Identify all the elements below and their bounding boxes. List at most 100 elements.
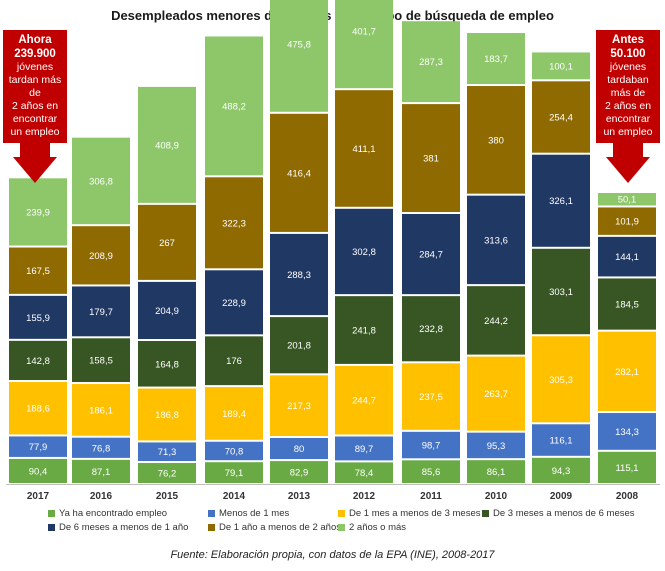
callout-now-arrow-stem	[20, 143, 50, 157]
bar-2012-2-anos-o-mas	[335, 0, 393, 89]
bar-2008-de-1-mes-a-menos-de-3-meses	[598, 331, 656, 412]
data-label-2017-de-6-meses-a-menos-de-1-ano: 155,9	[26, 313, 50, 324]
bar-2015-2-anos-o-mas	[138, 86, 196, 203]
bar-2008-ya-ha-encontrado-empleo	[598, 451, 656, 483]
bar-2015-menos-de-1-mes	[138, 442, 196, 462]
data-label-2010-de-6-meses-a-menos-de-1-ano: 313,6	[484, 235, 508, 246]
data-label-2015-menos-de-1-mes: 71,3	[158, 447, 177, 458]
bar-2013-de-6-meses-a-menos-de-1-ano	[270, 233, 328, 316]
data-label-2011-de-1-mes-a-menos-de-3-meses: 237,5	[419, 392, 443, 403]
data-label-2013-de-6-meses-a-menos-de-1-ano: 288,3	[287, 270, 311, 281]
data-label-2011-menos-de-1-mes: 98,7	[422, 441, 441, 452]
callout-before-box: Antes 50.100 jóvenes tardaban más de 2 a…	[596, 30, 660, 143]
data-label-2013-ya-ha-encontrado-empleo: 82,9	[290, 468, 309, 479]
data-label-2010-menos-de-1-mes: 95,3	[487, 441, 506, 452]
data-label-2015-de-1-mes-a-menos-de-3-meses: 186,8	[155, 410, 179, 421]
bar-2016-de-3-meses-a-menos-de-6-meses	[72, 338, 130, 383]
data-label-2011-de-1-ano-a-menos-de-2-anos: 381	[423, 154, 439, 165]
bar-2013-de-1-mes-a-menos-de-3-meses	[270, 375, 328, 437]
callout-now-text-2: tardan más	[8, 74, 62, 86]
legend-item-de-3-meses-a-menos-de-6-meses: De 3 meses a menos de 6 meses	[482, 508, 635, 519]
bar-2012-de-3-meses-a-menos-de-6-meses	[335, 296, 393, 364]
bar-2014-de-3-meses-a-menos-de-6-meses	[205, 336, 263, 386]
data-label-2010-de-3-meses-a-menos-de-6-meses: 244,2	[484, 316, 508, 327]
callout-before-text-2: tardaban	[607, 74, 649, 86]
chart-title: Desempleados menores de 30 años por tiem…	[111, 8, 554, 23]
data-label-2013-2-anos-o-mas: 475,8	[287, 40, 311, 51]
bar-2016-de-1-mes-a-menos-de-3-meses	[72, 384, 130, 436]
data-label-2010-ya-ha-encontrado-empleo: 86,1	[487, 467, 506, 478]
callout-now-text-4: 2 años en	[11, 100, 59, 112]
data-label-2014-de-3-meses-a-menos-de-6-meses: 176	[226, 356, 242, 367]
bar-2016-2-anos-o-mas	[72, 137, 130, 225]
callout-now-arrow-down-icon	[13, 157, 57, 183]
callout-before-heading: Antes	[612, 34, 644, 46]
data-label-2012-ya-ha-encontrado-empleo: 78,4	[355, 468, 374, 479]
data-label-2013-menos-de-1-mes: 80	[294, 444, 305, 455]
callout-before: Antes 50.100 jóvenes tardaban más de 2 a…	[596, 30, 660, 183]
bar-2015-de-1-ano-a-menos-de-2-anos	[138, 204, 196, 280]
bar-2010-menos-de-1-mes	[467, 432, 525, 459]
data-label-2009-de-1-ano-a-menos-de-2-anos: 254,4	[549, 112, 573, 123]
bar-2009-menos-de-1-mes	[532, 424, 590, 456]
data-label-2015-ya-ha-encontrado-empleo: 76,2	[158, 469, 177, 480]
callout-before-text-1: jóvenes	[609, 61, 647, 73]
bar-2011-de-1-ano-a-menos-de-2-anos	[402, 104, 460, 213]
data-label-2008-menos-de-1-mes: 134,3	[615, 427, 639, 438]
legend-label: De 6 meses a menos de 1 año	[59, 522, 189, 533]
callout-now-text-5: encontrar	[12, 113, 58, 125]
data-label-2017-de-1-ano-a-menos-de-2-anos: 167,5	[26, 266, 50, 277]
callout-before-text-5: encontrar	[605, 113, 651, 125]
legend-swatch	[48, 510, 55, 517]
stacked-bar-chart: 90,4 77,9 188,6 142,8 155,9 167,5 239,9 2017 87,…	[6, 0, 660, 500]
bar-2008-de-1-ano-a-menos-de-2-anos	[598, 207, 656, 235]
bar-2017-2-anos-o-mas	[9, 178, 67, 246]
data-label-2011-ya-ha-encontrado-empleo: 85,6	[422, 467, 441, 478]
bar-2014-de-1-mes-a-menos-de-3-meses	[205, 387, 263, 440]
bar-2008-de-3-meses-a-menos-de-6-meses	[598, 278, 656, 330]
data-label-2012-2-anos-o-mas: 401,7	[352, 27, 376, 38]
data-label-2012-de-6-meses-a-menos-de-1-ano: 302,8	[352, 247, 376, 258]
bar-2011-de-6-meses-a-menos-de-1-ano	[402, 214, 460, 295]
legend-swatch	[338, 510, 345, 517]
legend-swatch	[208, 510, 215, 517]
bar-2017-de-1-ano-a-menos-de-2-anos	[9, 247, 67, 294]
bar-2015-ya-ha-encontrado-empleo	[138, 463, 196, 483]
bar-2014-menos-de-1-mes	[205, 441, 263, 461]
data-label-2014-de-6-meses-a-menos-de-1-ano: 228,9	[222, 298, 246, 309]
data-label-2008-de-1-mes-a-menos-de-3-meses: 282,1	[615, 367, 639, 378]
data-label-2011-2-anos-o-mas: 287,3	[419, 57, 443, 68]
bar-2013-de-3-meses-a-menos-de-6-meses	[270, 317, 328, 374]
x-tick-label-2014: 2014	[223, 491, 246, 500]
bar-2011-de-1-mes-a-menos-de-3-meses	[402, 363, 460, 430]
bar-2012-ya-ha-encontrado-empleo	[335, 462, 393, 483]
callout-before-number: 50.100	[610, 48, 646, 60]
x-tick-label-2013: 2013	[288, 491, 311, 500]
data-label-2011-de-6-meses-a-menos-de-1-ano: 284,7	[419, 250, 443, 261]
legend-label: 2 años o más	[349, 522, 407, 533]
data-label-2012-de-1-ano-a-menos-de-2-anos: 411,1	[352, 144, 375, 155]
data-label-2013-de-1-ano-a-menos-de-2-anos: 416,4	[287, 168, 311, 179]
bar-2017-de-1-mes-a-menos-de-3-meses	[9, 382, 67, 435]
data-label-2014-ya-ha-encontrado-empleo: 79,1	[225, 468, 244, 479]
legend-swatch	[208, 524, 215, 531]
data-label-2014-2-anos-o-mas: 488,2	[222, 101, 246, 112]
data-label-2009-de-3-meses-a-menos-de-6-meses: 303,1	[549, 287, 573, 298]
bar-2009-de-1-mes-a-menos-de-3-meses	[532, 336, 590, 423]
legend-swatch	[338, 524, 345, 531]
bar-2016-de-1-ano-a-menos-de-2-anos	[72, 226, 130, 285]
legend-label: Menos de 1 mes	[219, 508, 290, 519]
bar-2010-ya-ha-encontrado-empleo	[467, 460, 525, 483]
bar-2013-menos-de-1-mes	[270, 438, 328, 460]
data-label-2009-ya-ha-encontrado-empleo: 94,3	[552, 466, 571, 477]
data-label-2008-ya-ha-encontrado-empleo: 115,1	[615, 463, 638, 474]
bar-2011-ya-ha-encontrado-empleo	[402, 460, 460, 483]
bar-2013-2-anos-o-mas	[270, 0, 328, 112]
bar-2010-de-3-meses-a-menos-de-6-meses	[467, 286, 525, 355]
data-label-2009-de-6-meses-a-menos-de-1-ano: 326,1	[549, 196, 573, 207]
bar-2013-de-1-ano-a-menos-de-2-anos	[270, 113, 328, 232]
bar-2008-menos-de-1-mes	[598, 413, 656, 450]
x-tick-label-2011: 2011	[420, 491, 442, 500]
data-label-2015-de-3-meses-a-menos-de-6-meses: 164,8	[155, 359, 179, 370]
data-label-2013-de-3-meses-a-menos-de-6-meses: 201,8	[287, 341, 311, 352]
